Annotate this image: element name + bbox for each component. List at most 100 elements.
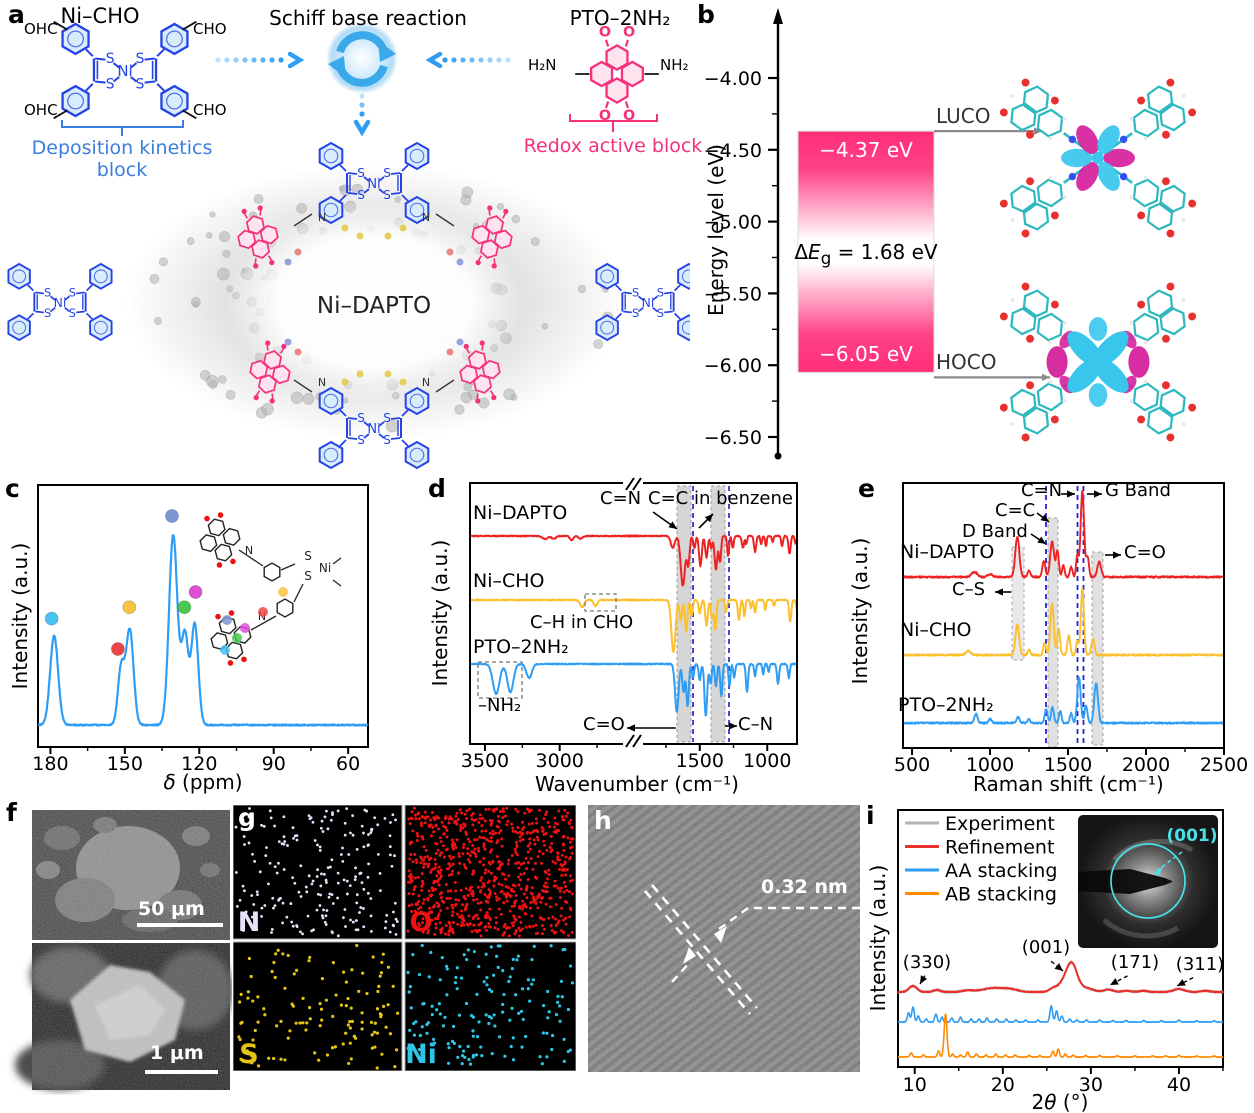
svg-text:S: S bbox=[383, 188, 391, 202]
svg-text:S: S bbox=[383, 166, 391, 180]
scalebar-1um: 1 μm bbox=[150, 1042, 204, 1064]
pto-unit bbox=[237, 205, 279, 269]
svg-text:2000: 2000 bbox=[1122, 754, 1170, 776]
nmr-peak-dot bbox=[44, 611, 59, 626]
xrd-trace-2 bbox=[897, 1005, 1224, 1023]
panel-d-ylabel: Intensity (a.u.) bbox=[428, 539, 452, 687]
ni-dithiolene-node: NiS SS S bbox=[318, 141, 430, 225]
arrow-upper bbox=[714, 926, 727, 943]
saed-inset: (001) bbox=[1078, 815, 1218, 948]
svg-text:(001): (001) bbox=[1022, 937, 1070, 958]
panel-c-ylabel: Intensity (a.u.) bbox=[8, 542, 32, 690]
panel-c-xlabel: δ (ppm) bbox=[163, 770, 243, 794]
eds-map-o: O bbox=[404, 805, 576, 940]
xrd-annotation: (171) bbox=[1109, 952, 1159, 986]
scalebar-50um: 50 μm bbox=[138, 898, 205, 920]
pto-unit bbox=[249, 340, 291, 404]
nmr-inset-structure: NNSSNi bbox=[199, 512, 342, 666]
nh2-label: NH₂ bbox=[660, 56, 689, 74]
nmr-peak-dot bbox=[110, 642, 125, 656]
arrow-left-to-reaction bbox=[215, 51, 305, 69]
svg-text:N: N bbox=[422, 376, 430, 389]
svg-text:(330): (330) bbox=[903, 952, 951, 973]
svg-text:1500: 1500 bbox=[1044, 754, 1092, 776]
panel-f-label: f bbox=[6, 798, 17, 827]
svg-text:500: 500 bbox=[894, 754, 930, 776]
panel-g-label: g bbox=[238, 803, 256, 832]
svg-text:−4.50: −4.50 bbox=[704, 140, 762, 162]
cho-label-bl: OHC bbox=[24, 101, 58, 119]
ann-d-band: D Band bbox=[962, 521, 1028, 542]
cho-label-tr: CHO bbox=[193, 20, 227, 38]
h2n-label: H₂N bbox=[528, 56, 557, 74]
luco-label: LUCO bbox=[936, 104, 991, 128]
xrd-annotation: (330) bbox=[903, 952, 951, 985]
ftir-trace-1 bbox=[469, 598, 798, 653]
svg-text:2500: 2500 bbox=[1200, 754, 1248, 776]
svg-text:N: N bbox=[245, 544, 253, 557]
hoco-label: HOCO bbox=[936, 350, 997, 374]
eds-map-ni: Ni bbox=[404, 941, 576, 1071]
xrd-annotation: (001) bbox=[1022, 937, 1070, 972]
ann-cs: C–S bbox=[952, 579, 985, 600]
ann-nh2: –NH₂ bbox=[478, 695, 522, 716]
svg-text:30: 30 bbox=[1079, 1074, 1103, 1096]
panel-c-plot: 1801501209060NNSSNi bbox=[32, 484, 369, 775]
panel-e-xlabel: Raman shift (cm⁻¹) bbox=[973, 772, 1164, 796]
sem-image-low-mag bbox=[32, 810, 230, 940]
raman-trace-1 bbox=[902, 587, 1225, 657]
svg-text:O: O bbox=[599, 25, 611, 41]
luco-energy-value: −4.37 eV bbox=[819, 138, 913, 162]
panel-d-plot: 3500 3000 1500 1000 bbox=[461, 477, 798, 772]
panel-b-ylabel: Energy level (eV) bbox=[704, 144, 728, 316]
nmr-trace bbox=[37, 534, 369, 727]
ftir-trace-0 bbox=[469, 534, 798, 587]
svg-text:3500: 3500 bbox=[461, 750, 509, 772]
svg-text:90: 90 bbox=[262, 753, 286, 775]
lattice-spacing-marks bbox=[644, 884, 860, 1015]
panel-h-tem-image bbox=[588, 805, 860, 1072]
raman-label-ni-dapto: Ni–DAPTO bbox=[900, 541, 995, 563]
svg-text:Ni: Ni bbox=[54, 296, 67, 310]
ni-dithiolene-node: NiS SS S bbox=[53, 20, 197, 120]
redox-block-label: Redox active block bbox=[523, 135, 703, 157]
panel-e-ylabel: Intensity (a.u.) bbox=[848, 537, 872, 685]
svg-text:(311): (311) bbox=[1176, 954, 1224, 975]
svg-text:S: S bbox=[657, 306, 664, 320]
svg-text:S: S bbox=[657, 285, 664, 299]
band-gap-box bbox=[797, 130, 935, 373]
svg-text:S: S bbox=[69, 306, 76, 320]
nmr-peak-dot bbox=[164, 509, 179, 523]
pto-title: PTO–2NH₂ bbox=[569, 6, 671, 30]
svg-text:1000: 1000 bbox=[966, 754, 1014, 776]
svg-text:S: S bbox=[136, 51, 145, 67]
ann-cn: C=N bbox=[600, 488, 642, 509]
svg-text:O: O bbox=[623, 25, 635, 41]
panel-d-xlabel: Wavenumber (cm⁻¹) bbox=[535, 772, 739, 796]
arrow-right-to-reaction bbox=[425, 51, 511, 69]
svg-text:O: O bbox=[410, 907, 433, 938]
hoco-energy-value: −6.05 eV bbox=[819, 342, 913, 366]
svg-text:N: N bbox=[238, 907, 261, 938]
xrd-trace-1 bbox=[897, 961, 1224, 994]
sem-image-high-mag bbox=[15, 943, 232, 1090]
svg-text:S: S bbox=[357, 411, 365, 425]
series-label-ni-dapto: Ni–DAPTO bbox=[473, 502, 568, 524]
panel-e-plot: 500 1000 1500 2000 2500 bbox=[894, 482, 1248, 776]
svg-text:(171): (171) bbox=[1111, 952, 1159, 973]
raman-label-pto: PTO–2NH₂ bbox=[898, 694, 994, 716]
pto-unit bbox=[471, 205, 513, 269]
svg-text:S: S bbox=[44, 306, 51, 320]
svg-text:Experiment: Experiment bbox=[945, 813, 1055, 835]
pto-unit: O OO O bbox=[575, 25, 659, 124]
svg-text:S: S bbox=[357, 166, 365, 180]
svg-text:Ni: Ni bbox=[367, 422, 380, 437]
svg-text:−5.00: −5.00 bbox=[704, 212, 762, 234]
svg-text:AB stacking: AB stacking bbox=[945, 884, 1057, 906]
ann-co: C=O bbox=[583, 714, 625, 735]
svg-text:S: S bbox=[304, 549, 312, 563]
reaction-title: Schiff base reaction bbox=[269, 6, 467, 30]
svg-text:Ni: Ni bbox=[319, 561, 331, 575]
